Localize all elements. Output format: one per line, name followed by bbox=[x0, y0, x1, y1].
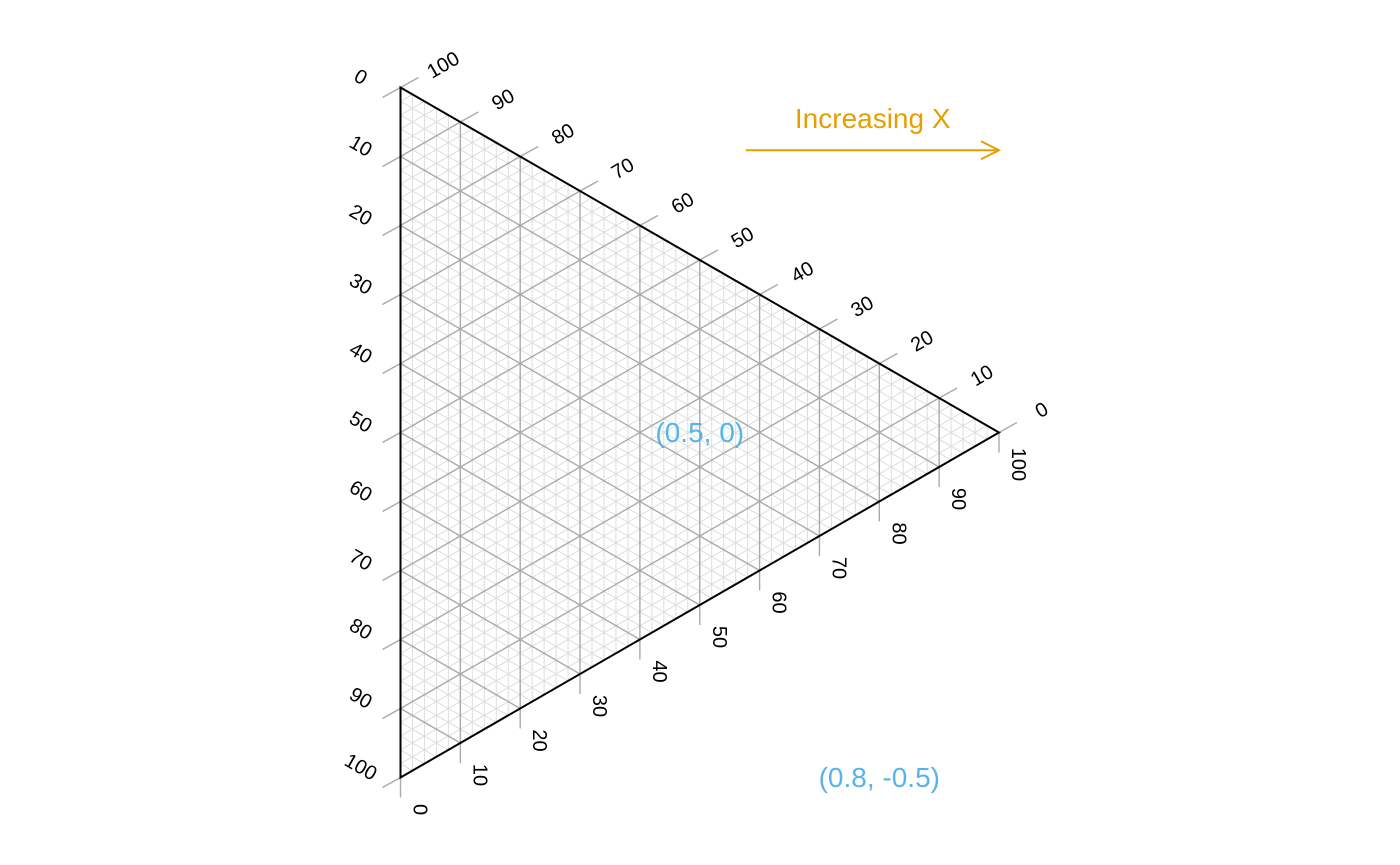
left-tick-label: 10 bbox=[345, 131, 375, 161]
axis-tick bbox=[939, 388, 957, 398]
upper-right-tick-label: 30 bbox=[847, 292, 877, 322]
major-gridline bbox=[401, 122, 461, 157]
minor-gridline bbox=[401, 370, 892, 653]
minor-gridline bbox=[401, 301, 772, 515]
left-tick-label: 100 bbox=[341, 750, 381, 786]
axis-tick bbox=[383, 88, 401, 98]
left-tick-label: 40 bbox=[345, 338, 375, 368]
upper-right-tick-label: 70 bbox=[608, 154, 638, 184]
axis-tick bbox=[760, 285, 778, 295]
lower-right-tick-label: 30 bbox=[588, 695, 610, 717]
left-tick-label: 80 bbox=[345, 614, 375, 644]
axis-tick bbox=[383, 640, 401, 650]
left-axis-tick-labels: 0 10 20 30 40 50 60 70 80 90 100 bbox=[341, 65, 381, 785]
axis-tick bbox=[383, 157, 401, 167]
lower-right-tick-label: 100 bbox=[1007, 448, 1029, 481]
major-gridline bbox=[401, 709, 461, 744]
minor-gridline bbox=[401, 177, 557, 267]
left-tick-label: 20 bbox=[345, 200, 375, 230]
left-tick-label: 50 bbox=[345, 407, 375, 437]
axis-tick bbox=[383, 571, 401, 581]
lower-right-tick-label: 10 bbox=[468, 764, 490, 786]
lower-right-tick-label: 80 bbox=[887, 522, 909, 544]
left-tick-label: 30 bbox=[345, 269, 375, 299]
major-gridline bbox=[401, 191, 581, 295]
upper-right-tick-label: 20 bbox=[907, 326, 937, 356]
minor-gridline bbox=[401, 357, 868, 626]
upper-right-tick-label: 50 bbox=[728, 223, 758, 253]
axis-tick bbox=[520, 147, 538, 157]
minor-gridline bbox=[401, 232, 652, 377]
axis-tick bbox=[879, 354, 897, 364]
upper-right-tick-label: 0 bbox=[1032, 398, 1053, 423]
axis-tick bbox=[383, 295, 401, 305]
minor-gridline bbox=[401, 377, 748, 577]
minor-gridline bbox=[401, 681, 485, 729]
minor-gridline bbox=[401, 350, 772, 564]
minor-gridline bbox=[401, 136, 485, 184]
left-tick-label: 60 bbox=[345, 476, 375, 506]
minor-gridline bbox=[401, 598, 557, 688]
lower-right-tick-label: 90 bbox=[947, 488, 969, 510]
lower-right-axis-tick-labels: 0 10 20 30 40 50 60 70 80 90 100 bbox=[409, 448, 1030, 815]
axis-tick bbox=[819, 319, 837, 329]
upper-right-tick-label: 10 bbox=[967, 361, 997, 391]
left-tick-label: 0 bbox=[350, 65, 371, 90]
axis-tick bbox=[580, 181, 598, 191]
increasing-x-label: Increasing X bbox=[795, 103, 951, 134]
major-gridline bbox=[401, 433, 700, 606]
axis-tick bbox=[640, 216, 658, 226]
left-tick-label: 70 bbox=[345, 545, 375, 575]
lower-right-tick-label: 40 bbox=[648, 660, 670, 682]
lower-right-tick-label: 20 bbox=[528, 729, 550, 751]
lower-right-tick-label: 50 bbox=[708, 626, 730, 648]
lower-right-tick-label: 0 bbox=[409, 804, 431, 815]
lower-right-tick-label: 70 bbox=[827, 557, 849, 579]
minor-gridline bbox=[401, 163, 533, 239]
minor-gridline bbox=[401, 150, 509, 212]
upper-right-tick-label: 100 bbox=[424, 48, 464, 84]
axis-tick bbox=[401, 78, 419, 88]
point-label-lower: (0.8, -0.5) bbox=[819, 762, 940, 793]
minor-gridline bbox=[401, 426, 988, 764]
major-gridline bbox=[401, 571, 581, 675]
minor-gridline bbox=[401, 212, 892, 495]
axis-tick bbox=[383, 709, 401, 719]
axis-tick bbox=[460, 112, 478, 122]
upper-right-tick-label: 80 bbox=[548, 119, 578, 149]
upper-right-tick-label: 60 bbox=[668, 188, 698, 218]
major-gridline bbox=[401, 329, 820, 571]
minor-gridline bbox=[401, 764, 413, 771]
minor-gridline bbox=[401, 653, 509, 715]
lower-right-tick-label: 60 bbox=[768, 591, 790, 613]
minor-gridline bbox=[401, 515, 628, 646]
axis-tick bbox=[383, 364, 401, 374]
major-gridline bbox=[401, 260, 700, 433]
point-label-center: (0.5, 0) bbox=[655, 417, 744, 448]
minor-gridline bbox=[401, 488, 652, 633]
axis-tick bbox=[383, 226, 401, 236]
minor-gridline bbox=[401, 94, 413, 101]
axis-tick bbox=[999, 423, 1017, 433]
minor-gridline bbox=[401, 288, 748, 488]
major-gridline bbox=[401, 295, 820, 537]
minor-gridline bbox=[401, 101, 988, 439]
axis-tick bbox=[383, 502, 401, 512]
upper-right-tick-label: 90 bbox=[488, 85, 518, 115]
upper-right-tick-label: 40 bbox=[787, 257, 817, 287]
minor-gridline bbox=[401, 626, 533, 702]
left-tick-label: 90 bbox=[345, 683, 375, 713]
minor-gridline bbox=[401, 219, 628, 350]
axis-tick bbox=[383, 433, 401, 443]
axis-tick bbox=[700, 250, 718, 260]
axis-tick bbox=[383, 778, 401, 788]
